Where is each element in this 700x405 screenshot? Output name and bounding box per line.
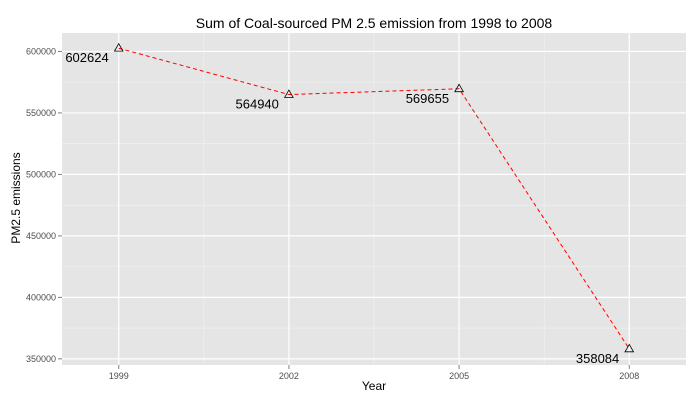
y-tick-label: 500000 bbox=[26, 169, 56, 179]
y-tick-label: 350000 bbox=[26, 354, 56, 364]
x-axis-title: Year bbox=[362, 379, 386, 393]
y-tick-label: 600000 bbox=[26, 46, 56, 56]
data-value-label: 569655 bbox=[406, 91, 449, 106]
data-point-marker bbox=[454, 83, 465, 93]
data-value-label: 564940 bbox=[236, 97, 279, 112]
y-tick-label: 450000 bbox=[26, 231, 56, 241]
major-gridlines bbox=[62, 33, 686, 365]
axis-ticks bbox=[58, 50, 630, 369]
data-point-marker bbox=[283, 89, 294, 98]
minor-gridlines bbox=[62, 33, 686, 365]
data-labels: 602624 564940 569655 358084 bbox=[65, 50, 619, 366]
x-tick-label: 2002 bbox=[279, 371, 299, 381]
x-tick-label: 1999 bbox=[109, 371, 129, 381]
y-tick-label: 400000 bbox=[26, 292, 56, 302]
x-tick-label: 2005 bbox=[449, 371, 469, 381]
x-tick-label: 2008 bbox=[619, 371, 639, 381]
chart-title: Sum of Coal-sourced PM 2.5 emission from… bbox=[196, 15, 553, 31]
tick-labels: 350000 400000 450000 500000 550000 600000 1999… bbox=[26, 46, 639, 381]
data-point-marker bbox=[624, 343, 635, 353]
data-value-label: 358084 bbox=[576, 351, 619, 366]
data-value-label: 602624 bbox=[65, 50, 108, 65]
y-tick-label: 550000 bbox=[26, 108, 56, 118]
y-axis-title: PM2.5 emissions bbox=[9, 152, 23, 243]
series-line bbox=[118, 47, 630, 350]
series-layer bbox=[113, 42, 635, 353]
data-point-marker bbox=[113, 42, 124, 52]
